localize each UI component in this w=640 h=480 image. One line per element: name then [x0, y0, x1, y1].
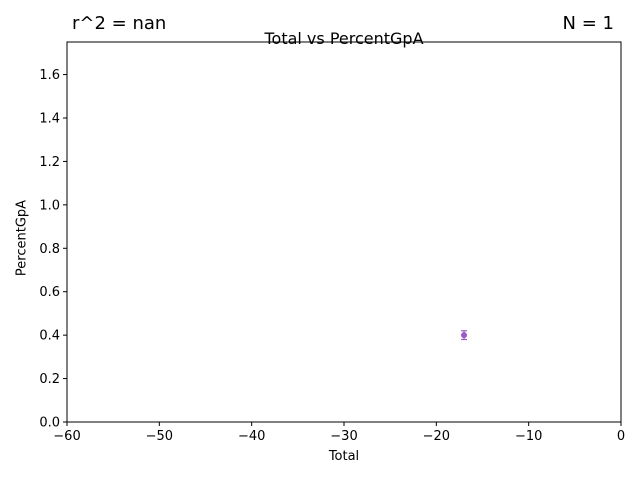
- x-tick-label: −20: [423, 429, 450, 444]
- y-tick-label: 0.4: [39, 329, 60, 344]
- plot-frame: [66, 41, 622, 423]
- y-tick-label: 1.2: [39, 155, 60, 170]
- data-point: [461, 332, 468, 339]
- x-tick-label: −10: [515, 429, 542, 444]
- x-axis-label: Total: [328, 449, 360, 464]
- r-squared-annotation: r^2 = nan: [72, 13, 167, 34]
- y-tick-label: 0.0: [39, 416, 60, 431]
- y-tick-label: 1.0: [39, 198, 60, 213]
- x-tick-label: −40: [238, 429, 265, 444]
- chart-title: Total vs PercentGpA: [264, 29, 424, 48]
- y-tick-label: 1.6: [39, 68, 60, 83]
- x-tick-label: 0: [617, 429, 625, 444]
- x-tick-label: −50: [146, 429, 173, 444]
- y-tick-label: 0.6: [39, 285, 60, 300]
- x-tick-label: −30: [330, 429, 357, 444]
- y-tick-label: 1.4: [39, 112, 60, 127]
- sample-count-annotation: N = 1: [562, 13, 614, 34]
- y-tick-label: 0.8: [39, 242, 60, 257]
- axis-ticks: −60 −50 −40 −30 −20 −10 0 0.0 0.2 0.4 0.6 0.8 1.0 1.2…: [39, 68, 625, 444]
- data-points: [461, 330, 468, 341]
- x-tick-label: −60: [53, 429, 80, 444]
- y-tick-label: 0.2: [39, 372, 60, 387]
